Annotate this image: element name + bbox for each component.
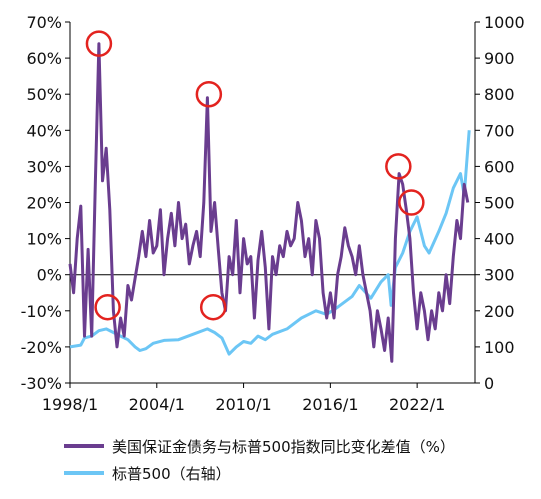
left-tick-label: 60% xyxy=(26,49,62,68)
series-line-spread xyxy=(68,42,470,363)
x-axis-tick-labels: 1998/1 2004/1 2010/1 2016/1 2022/1 xyxy=(42,383,445,414)
right-tick-label: 200 xyxy=(484,302,515,321)
legend: 美国保证金债务与标普500指数同比变化差值（%） 标普500（右轴） xyxy=(64,438,455,483)
right-tick-label: 600 xyxy=(484,157,515,176)
annotation-circle xyxy=(199,293,227,321)
x-tick-label: 2022/1 xyxy=(389,395,445,414)
x-tick-label: 2010/1 xyxy=(215,395,271,414)
x-tick-label: 1998/1 xyxy=(42,395,98,414)
legend-label-sp500: 标普500（右轴） xyxy=(112,465,231,483)
right-tick-label: 0 xyxy=(484,374,494,393)
legend-label-spread: 美国保证金债务与标普500指数同比变化差值（%） xyxy=(112,438,455,456)
annotation-circle xyxy=(195,80,223,108)
left-tick-label: 10% xyxy=(26,230,62,249)
left-tick-label: 20% xyxy=(26,194,62,213)
left-tick-label: 30% xyxy=(26,157,62,176)
left-tick-label: 40% xyxy=(26,121,62,140)
annotation-circle xyxy=(398,189,425,216)
left-axis-tick-labels: 70% 60% 50% 40% 30% 20% 10% 0% -10% -20% -30% xyxy=(21,13,70,393)
axis-lines xyxy=(69,22,476,384)
x-tick-label: 2004/1 xyxy=(129,395,185,414)
left-tick-label: -20% xyxy=(21,338,62,357)
right-tick-label: 300 xyxy=(484,266,515,285)
left-tick-label: 0% xyxy=(37,266,62,285)
series-layer xyxy=(68,42,471,363)
left-tick-label: 50% xyxy=(26,85,62,104)
right-tick-label: 100 xyxy=(484,338,515,357)
annotation-circle xyxy=(94,293,121,321)
left-tick-label: -30% xyxy=(21,374,62,393)
right-tick-label: 900 xyxy=(484,49,515,68)
left-tick-label: -10% xyxy=(21,302,62,321)
annotation-circle xyxy=(385,153,412,180)
x-tick-label: 2016/1 xyxy=(302,395,358,414)
right-tick-label: 500 xyxy=(484,194,515,213)
annotation-circles xyxy=(85,30,425,321)
right-tick-label: 700 xyxy=(484,121,515,140)
right-tick-label: 800 xyxy=(484,85,515,104)
series-line-sp500 xyxy=(69,130,471,356)
left-tick-label: 70% xyxy=(26,13,62,32)
annotation-circle xyxy=(85,30,113,57)
right-tick-label: 1000 xyxy=(484,13,525,32)
right-tick-label: 400 xyxy=(484,230,515,249)
